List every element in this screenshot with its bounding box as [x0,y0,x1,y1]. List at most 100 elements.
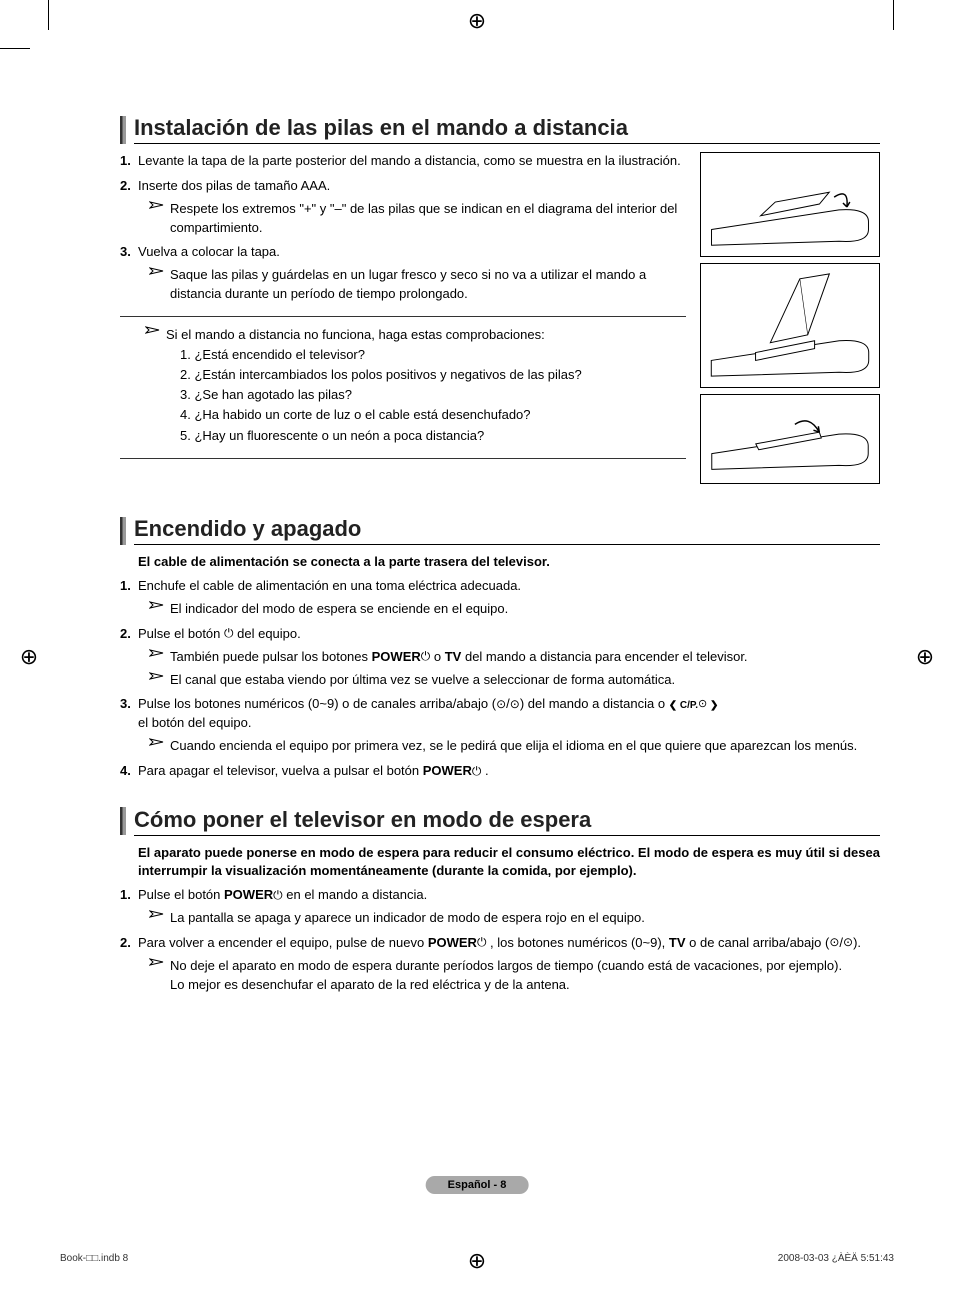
check-item: 1. ¿Está encendido el televisor? [166,345,582,365]
item-text: Vuelva a colocar la tapa. [138,244,280,259]
item-number: 3. [120,243,131,262]
crop-mark [893,0,894,30]
section-heading: Cómo poner el televisor en modo de esper… [120,807,880,836]
sub-note: Respete los extremos "+" y "–" de las pi… [138,200,686,238]
heading-text: Encendido y apagado [134,516,880,545]
list-item: 3. Vuelva a colocar la tapa. Saque las p… [138,243,686,304]
list-item: 1. Pulse el botón POWER en el mando a di… [138,886,880,928]
sub-note: El indicador del modo de espera se encie… [138,600,880,619]
power-icon [224,625,234,643]
item-number: 2. [120,625,131,644]
channel-up-icon [496,696,506,714]
arrow-icon [148,737,166,747]
divider [120,316,686,317]
heading-text: Cómo poner el televisor en modo de esper… [134,807,880,836]
check-item: 5. ¿Hay un fluorescente o un neón a poca… [166,426,582,446]
list-item: 2. Pulse el botón del equipo. También pu… [138,625,880,690]
instruction-list: 1. Enchufe el cable de alimentación en u… [120,577,880,781]
item-number: 2. [120,177,131,196]
section-heading: Encendido y apagado [120,516,880,545]
sub-text: El canal que estaba viendo por última ve… [170,671,675,690]
page-language-badge: Español - 8 [426,1176,529,1194]
crop-mark [0,48,30,49]
item-text: Pulse el botón POWER en el mando a dista… [138,887,427,902]
heading-text: Instalación de las pilas en el mando a d… [134,115,880,144]
item-text: Para apagar el televisor, vuelva a pulsa… [138,763,489,778]
item-text: Pulse el botón del equipo. [138,626,301,641]
figure-remote-step3 [700,394,880,484]
sub-text: También puede pulsar los botones POWER o… [170,648,748,667]
item-number: 2. [120,934,131,953]
heading-bar-icon [120,116,126,144]
registration-mark-icon [914,646,936,668]
sub-note: Cuando encienda el equipo por primera ve… [138,737,880,756]
figure-column [700,152,880,490]
troubleshoot-block: Si el mando a distancia no funciona, hag… [120,325,686,446]
item-number: 3. [120,695,131,714]
check-item: 2. ¿Están intercambiados los polos posit… [166,365,582,385]
section-heading: Instalación de las pilas en el mando a d… [120,115,880,144]
figure-remote-step1 [700,152,880,257]
checks-intro: Si el mando a distancia no funciona, hag… [166,325,582,345]
arrow-icon [148,600,166,610]
sub-note: El canal que estaba viendo por última ve… [138,671,880,690]
arrow-icon [148,266,166,276]
cp-icon: ⊙ [698,697,707,713]
registration-mark-icon [466,1250,488,1272]
text-column: 1. Levante la tapa de la parte posterior… [120,152,686,490]
instruction-list: 1. Levante la tapa de la parte posterior… [120,152,686,304]
item-number: 1. [120,577,131,596]
channel-up-icon [829,934,839,952]
sub-text: El indicador del modo de espera se encie… [170,600,508,619]
power-icon [421,648,431,666]
heading-bar-icon [120,517,126,545]
item-text: Pulse los botones numéricos (0~9) o de c… [138,696,718,730]
heading-bar-icon [120,807,126,835]
list-item: 4. Para apagar el televisor, vuelva a pu… [138,762,880,781]
arrow-icon [148,671,166,681]
item-text: Levante la tapa de la parte posterior de… [138,153,681,168]
section-body: 1. Levante la tapa de la parte posterior… [120,152,880,490]
list-item: 1. Enchufe el cable de alimentación en u… [138,577,880,619]
item-text: Inserte dos pilas de tamaño AAA. [138,178,330,193]
sub-note: No deje el aparato en modo de espera dur… [138,957,880,995]
sub-text: Cuando encienda el equipo por primera ve… [170,737,857,756]
item-text: Para volver a encender el equipo, pulse … [138,935,861,950]
crop-mark [48,0,49,30]
sub-text: La pantalla se apaga y aparece un indica… [170,909,645,928]
list-item: 1. Levante la tapa de la parte posterior… [138,152,686,171]
channel-down-icon [510,696,520,714]
footer-filename: Book-□□.indb 8 [60,1253,128,1264]
item-number: 1. [120,152,131,171]
footer-timestamp: 2008-03-03 ¿ÀÈÄ 5:51:43 [778,1253,894,1264]
figure-remote-step2 [700,263,880,388]
arrow-icon [148,200,166,210]
registration-mark-icon [466,10,488,32]
sub-text: Respete los extremos "+" y "–" de las pi… [170,200,686,238]
section-intro: El aparato puede ponerse en modo de espe… [120,844,880,880]
check-list: Si el mando a distancia no funciona, hag… [166,325,582,446]
item-text: Enchufe el cable de alimentación en una … [138,578,521,593]
channel-down-icon [843,934,853,952]
arrow-icon [148,957,166,967]
list-item: 3. Pulse los botones numéricos (0~9) o d… [138,695,880,756]
page-content: Instalación de las pilas en el mando a d… [120,115,880,1000]
sub-note: Saque las pilas y guárdelas en un lugar … [138,266,686,304]
arrow-icon [148,909,166,919]
list-item: 2. Inserte dos pilas de tamaño AAA. Resp… [138,177,686,238]
sub-text: No deje el aparato en modo de espera dur… [170,957,842,995]
registration-mark-icon [18,646,40,668]
check-item: 4. ¿Ha habido un corte de luz o el cable… [166,405,582,425]
item-number: 1. [120,886,131,905]
sub-note: La pantalla se apaga y aparece un indica… [138,909,880,928]
section-intro: El cable de alimentación se conecta a la… [120,553,880,571]
power-icon [273,887,283,905]
list-item: 2. Para volver a encender el equipo, pul… [138,934,880,995]
check-item: 3. ¿Se han agotado las pilas? [166,385,582,405]
power-icon [472,763,482,781]
arrow-icon [148,648,166,658]
divider [120,458,686,459]
item-number: 4. [120,762,131,781]
instruction-list: 1. Pulse el botón POWER en el mando a di… [120,886,880,994]
sub-note: También puede pulsar los botones POWER o… [138,648,880,667]
